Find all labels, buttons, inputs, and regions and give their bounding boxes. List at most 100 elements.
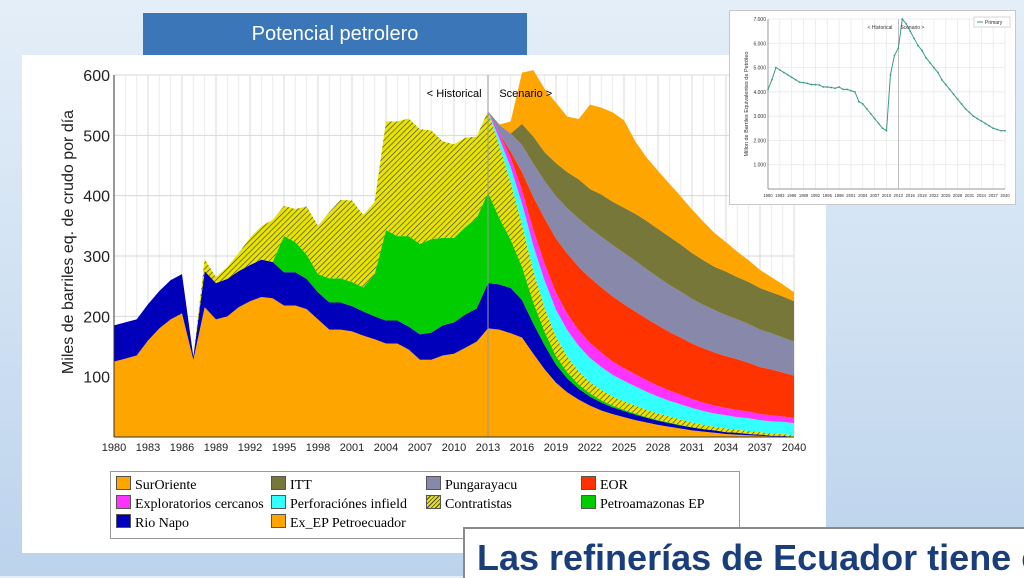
inset-x-tick: 1989 <box>799 193 809 198</box>
inset-x-tick: 2022 <box>929 193 939 198</box>
x-tick-label: 2016 <box>510 442 534 454</box>
legend-item: Rio Napo <box>116 514 190 531</box>
x-tick-label: 2028 <box>646 442 670 454</box>
x-tick-label: 2031 <box>680 442 704 454</box>
x-tick-label: 2007 <box>408 442 432 454</box>
inset-point <box>822 86 825 88</box>
inset-point <box>992 127 995 130</box>
inset-point <box>778 69 781 71</box>
inset-x-tick: 1998 <box>834 193 844 198</box>
inset-x-tick: 2028 <box>953 193 963 198</box>
inset-point <box>771 78 773 81</box>
inset-point <box>830 86 833 89</box>
x-tick-label: 2013 <box>476 442 500 454</box>
inset-point <box>802 81 805 84</box>
inset-point <box>909 30 912 33</box>
series-area-ex-ep-petroecuador <box>114 70 794 357</box>
inset-point <box>893 54 896 57</box>
x-tick-label: 1995 <box>272 442 296 454</box>
series-area-rio-napo <box>114 259 794 437</box>
legend-label: Petroamazonas EP <box>600 497 705 512</box>
x-tick-label: 2004 <box>374 442 398 454</box>
inset-point <box>869 112 872 115</box>
legend-label: Rio Napo <box>135 516 190 531</box>
series-area-suroriente <box>114 297 794 437</box>
inset-point <box>956 98 959 101</box>
inset-point <box>925 56 927 59</box>
x-tick-label: 2022 <box>578 442 602 454</box>
inset-point <box>782 71 785 74</box>
x-tick-label: 2037 <box>748 442 772 454</box>
y-tick-label: 500 <box>83 128 110 145</box>
inset-point <box>972 115 975 118</box>
inset-point <box>842 88 844 91</box>
inset-point <box>952 93 955 96</box>
inset-point <box>929 61 931 64</box>
inset-point <box>861 103 864 105</box>
inset-point <box>984 122 987 125</box>
inset-point <box>838 86 840 88</box>
inset-x-tick: 2034 <box>977 193 987 198</box>
inset-y-tick: 1.000 <box>753 163 766 169</box>
legend-swatch <box>581 495 596 509</box>
inset-point <box>940 78 943 81</box>
inset-point <box>933 66 935 69</box>
x-tick-label: 1989 <box>204 442 228 454</box>
inset-point <box>786 73 789 76</box>
inset-point <box>834 87 837 90</box>
inset-point <box>818 84 821 86</box>
inset-x-tick: 2040 <box>1000 193 1010 198</box>
inset-x-tick: 1992 <box>811 193 821 198</box>
inset-point <box>968 111 971 114</box>
legend-item: ITT <box>271 476 312 493</box>
legend-swatch <box>581 476 596 490</box>
series-area-pungarayacu <box>114 111 794 376</box>
inset-point <box>850 89 852 92</box>
inset-point <box>846 88 848 91</box>
inset-point <box>996 128 998 131</box>
inset-line-chart: 1980 1983 1986 1989 1992 1995 1998 2001 2004 2007… <box>744 16 1010 198</box>
legend-item: Pungarayacu <box>426 476 517 493</box>
legend-label: Perforaciónes infield <box>290 497 408 512</box>
x-tick-label: 2040 <box>782 442 806 454</box>
inset-x-tick: 2037 <box>988 193 998 198</box>
x-tick-label: 2010 <box>442 442 466 454</box>
legend-swatch <box>116 495 131 509</box>
inset-point <box>873 117 876 120</box>
inset-x-tick: 1986 <box>787 193 797 198</box>
y-tick-label: 100 <box>83 370 110 387</box>
inset-point <box>857 100 860 103</box>
inset-point <box>980 120 983 122</box>
legend-item: Exploratorios cercanos <box>116 495 264 512</box>
stacked-area-chart: < Historical Scenario >1980 1983 1986 1989 19… <box>60 68 806 454</box>
inset-point <box>948 88 951 91</box>
legend-label: EOR <box>600 478 628 493</box>
inset-point <box>1004 129 1006 132</box>
inset-x-tick: 2001 <box>846 193 856 198</box>
series-area-petroamazonas-ep <box>114 192 794 437</box>
inset-y-tick: 7.000 <box>753 17 766 23</box>
inset-x-tick: 2025 <box>941 193 951 198</box>
legend-swatch <box>271 476 286 490</box>
inset-point <box>767 88 769 91</box>
series-area-contratistas <box>114 111 794 437</box>
legend-label: Ex_EP Petroecuador <box>290 516 406 531</box>
inset-point <box>901 18 904 20</box>
annotation-scenario: Scenario > <box>499 88 552 100</box>
x-tick-label: 2034 <box>714 442 738 454</box>
legend-item: Ex_EP Petroecuador <box>271 514 406 531</box>
inset-legend-label: Primary <box>985 20 1003 26</box>
inset-point <box>905 22 908 25</box>
main-chart-panel: < Historical Scenario >1980 1983 1986 1989 19… <box>22 55 826 553</box>
inset-point <box>775 66 777 69</box>
legend-swatch <box>426 495 441 509</box>
inset-point <box>877 122 880 125</box>
inset-point <box>917 44 919 47</box>
inset-x-tick: 2016 <box>906 193 916 198</box>
inset-point <box>881 127 884 130</box>
inset-point <box>960 103 963 105</box>
inset-x-tick: 2013 <box>894 193 904 198</box>
legend-label: Contratistas <box>445 497 512 512</box>
inset-y-tick: 5.000 <box>753 66 766 72</box>
slide-title: Las refinerías de Ecuador tiene co <box>477 537 1024 578</box>
